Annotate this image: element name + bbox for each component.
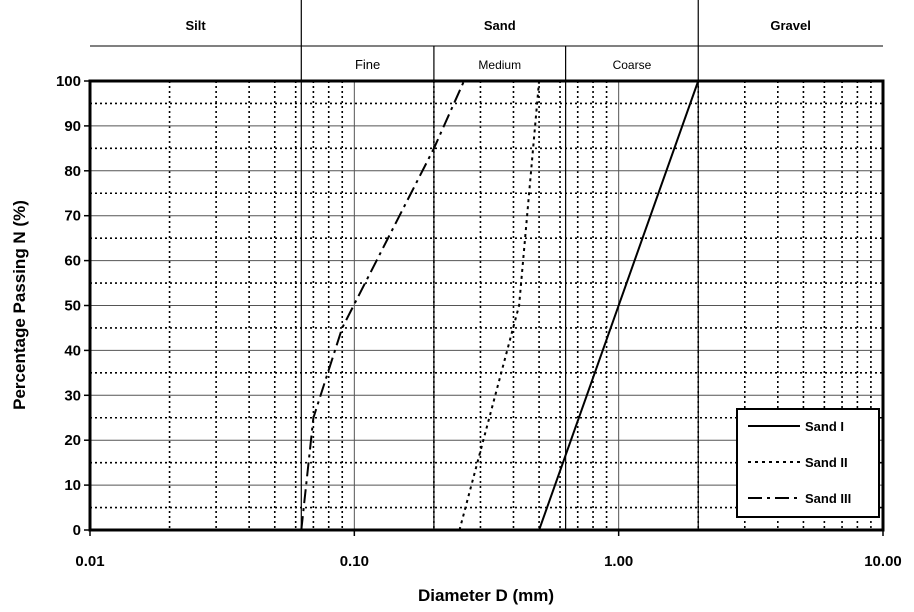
series-line-2 — [458, 80, 541, 531]
y-tick-label: 10 — [64, 477, 81, 494]
y-tick-label: 100 — [56, 73, 81, 90]
soil-class-label: Gravel — [770, 18, 810, 33]
series-line-3 — [300, 80, 465, 531]
sand-subclass-label: Fine — [355, 57, 380, 72]
y-tick-label: 20 — [64, 432, 81, 449]
x-tick-label: 0.10 — [340, 553, 369, 570]
y-tick-label: 70 — [64, 208, 81, 225]
sand-subclass-label: Coarse — [613, 58, 652, 72]
x-axis-label: Diameter D (mm) — [418, 586, 554, 605]
soil-class-label: Sand — [484, 18, 516, 33]
x-tick-label: 1.00 — [604, 553, 633, 570]
y-tick-label: 0 — [73, 522, 81, 539]
y-tick-label: 60 — [64, 253, 81, 270]
y-tick-label: 80 — [64, 163, 81, 180]
y-tick-label: 90 — [64, 118, 81, 135]
legend: Sand I Sand II Sand III — [736, 408, 880, 518]
soil-class-header: Silt Sand Gravel Fine Medium Coarse — [90, 18, 883, 72]
y-tick-label: 30 — [64, 387, 81, 404]
x-tick-label: 0.01 — [75, 553, 104, 570]
soil-class-label: Silt — [186, 18, 207, 33]
y-axis-label: Percentage Passing N (%) — [10, 200, 29, 410]
y-tick-label: 50 — [64, 298, 81, 315]
sand-subclass-label: Medium — [478, 58, 521, 72]
x-tick-label: 10.00 — [864, 553, 902, 570]
legend-label: Sand II — [805, 455, 848, 470]
series-lines — [300, 80, 700, 531]
gridlines — [89, 0, 884, 531]
series-line-1 — [538, 80, 700, 531]
legend-label: Sand III — [805, 491, 851, 506]
legend-label: Sand I — [805, 419, 844, 434]
y-tick-label: 40 — [64, 342, 81, 359]
axis-ticks: 0 10 20 30 40 50 60 70 80 90 100 0.01 0.10 1.00 10.00 — [56, 73, 902, 570]
